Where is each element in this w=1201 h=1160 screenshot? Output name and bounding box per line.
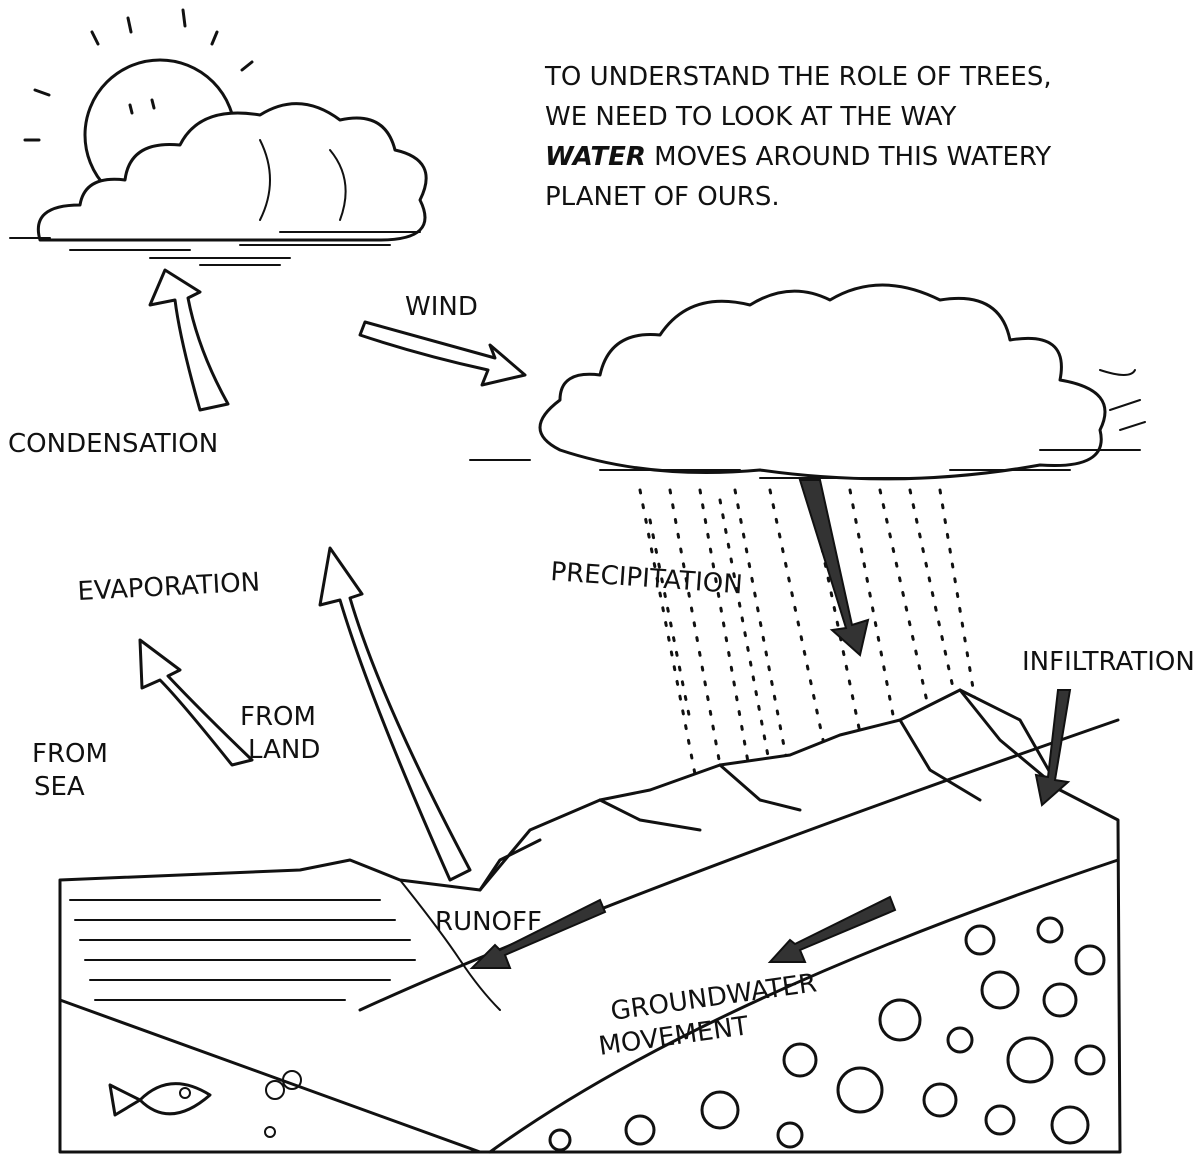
label-wind: WIND	[405, 292, 478, 322]
water-cycle: TO UNDERSTAND THE ROLE OF TREES, WE NEED…	[0, 0, 1201, 1160]
label-runoff: RUNOFF	[435, 907, 542, 937]
intro-line: WE NEED TO LOOK AT THE WAY	[545, 102, 956, 132]
intro-line: TO UNDERSTAND THE ROLE OF TREES,	[544, 62, 1052, 92]
label-condensation: CONDENSATION	[8, 429, 218, 459]
label-from-land: LAND	[248, 735, 320, 765]
intro-line: WATER MOVES AROUND THIS WATERY	[545, 142, 1051, 172]
label-from-sea: SEA	[34, 772, 85, 802]
intro-emphasis: WATER	[545, 142, 646, 172]
label-from-sea: FROM	[32, 739, 108, 769]
intro-line: MOVES AROUND THIS WATERY	[654, 142, 1051, 172]
intro-line: PLANET OF OURS.	[545, 182, 780, 212]
label-infiltration: INFILTRATION	[1022, 647, 1195, 677]
label-from-land: FROM	[240, 702, 316, 732]
